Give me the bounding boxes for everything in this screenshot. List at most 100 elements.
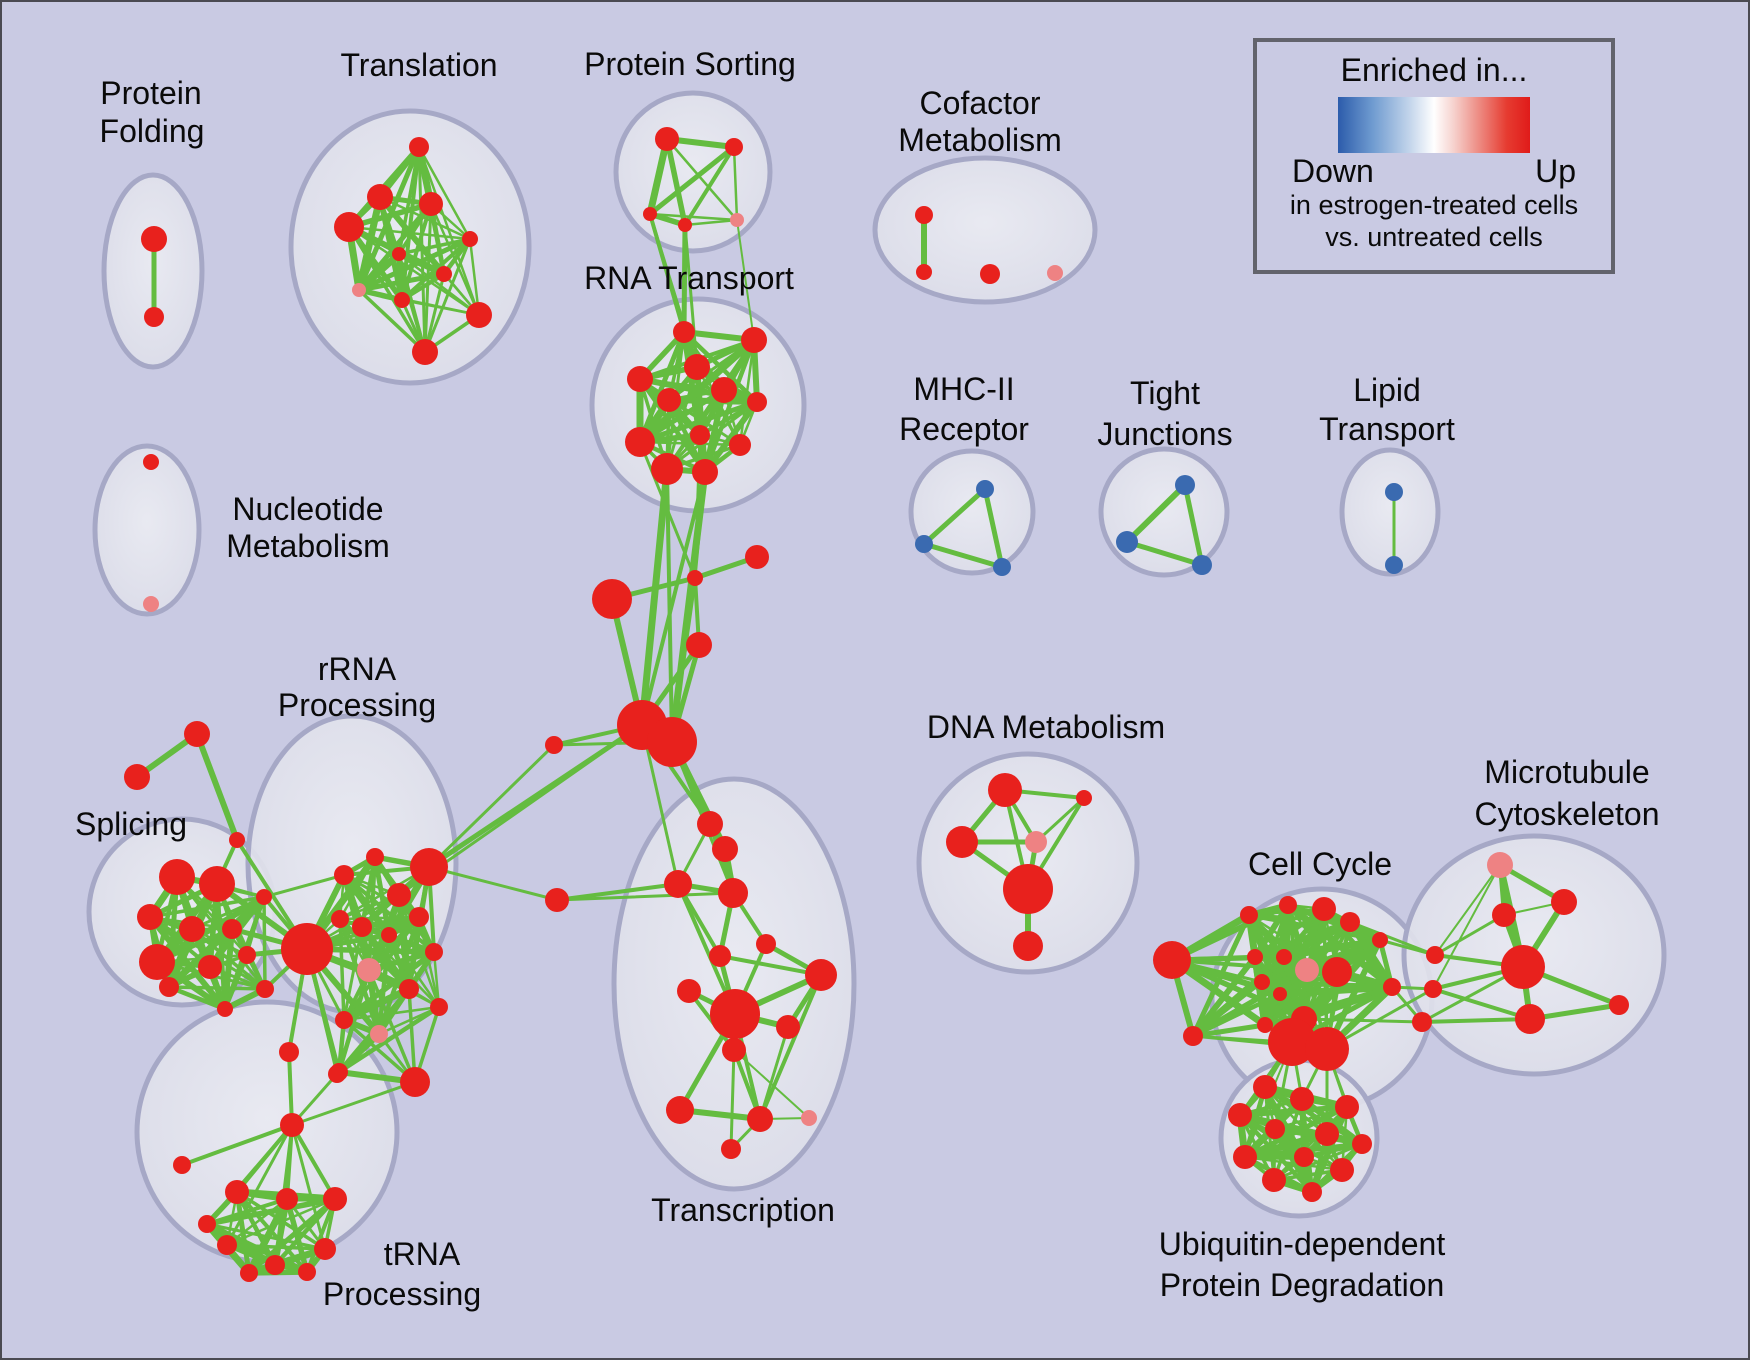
gene-set-node-tight-junctions-1[interactable] — [1116, 531, 1138, 553]
gene-set-node-ubiquitin-degradation-3[interactable] — [1228, 1103, 1252, 1127]
gene-set-node-connectors-6[interactable] — [545, 736, 563, 754]
edge-splicing[interactable] — [166, 984, 228, 1012]
gene-set-node-microtubule-cytoskeleton-8[interactable] — [1609, 995, 1629, 1015]
gene-set-node-trna-processing-8[interactable] — [298, 1263, 316, 1281]
gene-set-node-cell-cycle-2[interactable] — [1240, 906, 1258, 924]
gene-set-node-translation-0[interactable] — [409, 137, 429, 157]
inter-cluster-edge[interactable] — [194, 731, 240, 843]
gene-set-node-ubiquitin-degradation-11[interactable] — [1302, 1182, 1322, 1202]
edge-translation[interactable] — [347, 225, 427, 354]
edge-trna-processing[interactable] — [225, 1197, 337, 1247]
gene-set-node-splicing-7[interactable] — [159, 977, 179, 997]
edge-rna-transport[interactable] — [637, 376, 760, 405]
edge-trna-processing[interactable] — [305, 1197, 337, 1274]
gene-set-node-protein-sorting-0[interactable] — [655, 127, 679, 151]
gene-set-node-microtubule-cytoskeleton-2[interactable] — [1492, 903, 1516, 927]
gene-set-node-transcription-4[interactable] — [756, 934, 776, 954]
edge-mhc-ii-receptor[interactable] — [921, 486, 988, 547]
gene-set-node-microtubule-cytoskeleton-7[interactable] — [1515, 1004, 1545, 1034]
gene-set-node-mhc-ii-receptor-1[interactable] — [915, 535, 933, 553]
gene-set-node-rna-transport-2[interactable] — [684, 354, 710, 380]
gene-set-node-transcription-2[interactable] — [664, 870, 692, 898]
edge-rrna-processing[interactable] — [387, 933, 441, 1009]
gene-set-node-transcription-1[interactable] — [712, 836, 738, 862]
gene-set-node-connectors-3[interactable] — [686, 632, 712, 658]
edge-splicing[interactable] — [262, 895, 267, 991]
gene-set-node-protein-sorting-2[interactable] — [643, 207, 657, 221]
gene-set-node-cell-cycle-15[interactable] — [1305, 1027, 1349, 1071]
edge-microtubule-cytoskeleton[interactable] — [1434, 864, 1501, 956]
edge-transcription[interactable] — [758, 1025, 790, 1121]
gene-set-node-dna-metabolism-4[interactable] — [1003, 864, 1053, 914]
edge-splicing[interactable] — [148, 895, 266, 919]
gene-set-node-ubiquitin-degradation-1[interactable] — [1290, 1087, 1314, 1111]
edge-rrna-processing[interactable] — [397, 893, 441, 1009]
edge-rna-transport[interactable] — [702, 399, 760, 475]
edge-splicing[interactable] — [154, 894, 267, 965]
inter-cluster-edge[interactable] — [736, 219, 755, 341]
gene-set-node-lipid-transport-1[interactable] — [1385, 556, 1403, 574]
gene-set-node-cell-cycle-6[interactable] — [1247, 949, 1263, 965]
gene-set-node-tight-junctions-2[interactable] — [1192, 555, 1212, 575]
gene-set-node-cofactor-metabolism-3[interactable] — [1047, 265, 1063, 281]
edge-transcription[interactable] — [733, 1049, 810, 1119]
gene-set-node-cell-cycle-14[interactable] — [1268, 1018, 1316, 1066]
edge-rna-transport[interactable] — [637, 376, 708, 475]
inter-cluster-edge[interactable] — [427, 865, 559, 902]
gene-set-node-splicing-0[interactable] — [159, 859, 195, 895]
gene-set-node-dna-metabolism-1[interactable] — [946, 826, 978, 858]
edge-rna-transport[interactable] — [665, 400, 759, 471]
gene-set-node-rna-transport-6[interactable] — [747, 392, 767, 412]
gene-set-node-cell-cycle-7[interactable] — [1276, 949, 1292, 965]
gene-set-node-translation-7[interactable] — [352, 283, 366, 297]
gene-set-node-rrna-processing-9[interactable] — [331, 910, 349, 928]
edge-rrna-processing[interactable] — [342, 925, 364, 1022]
gene-set-node-splicing-satellite-1[interactable] — [124, 764, 150, 790]
edge-cell-cycle[interactable] — [1252, 902, 1291, 960]
gene-set-node-dna-metabolism-0[interactable] — [988, 773, 1022, 807]
gene-set-node-cell-cycle-9[interactable] — [1322, 957, 1352, 987]
edge-cell-cycle[interactable] — [1259, 937, 1383, 985]
gene-set-node-rrna-processing-1[interactable] — [334, 865, 354, 885]
edge-rrna-processing[interactable] — [376, 932, 392, 1037]
gene-set-node-connectors-5[interactable] — [647, 717, 697, 767]
gene-set-node-trna-processing-4[interactable] — [217, 1235, 237, 1255]
edge-rrna-processing[interactable] — [338, 917, 346, 1022]
edge-rrna-processing[interactable] — [367, 968, 417, 1084]
inter-cluster-edge[interactable] — [638, 465, 671, 729]
edge-transcription[interactable] — [718, 954, 823, 977]
edge-translation[interactable] — [400, 298, 481, 317]
gene-set-node-nucleotide-metabolism-1[interactable] — [143, 596, 159, 612]
gene-set-node-rrna-processing-0[interactable] — [281, 923, 333, 975]
gene-set-node-microtubule-cytoskeleton-4[interactable] — [1426, 946, 1444, 964]
edge-rna-transport[interactable] — [637, 329, 687, 445]
inter-cluster-edge[interactable] — [180, 1123, 294, 1167]
gene-set-node-splicing-5[interactable] — [256, 889, 272, 905]
gene-set-node-protein-sorting-3[interactable] — [678, 218, 692, 232]
edge-protein-sorting[interactable] — [732, 145, 739, 222]
gene-set-node-rrna-processing-7[interactable] — [381, 927, 397, 943]
edge-translation[interactable] — [355, 193, 384, 294]
gene-set-node-rrna-processing-2[interactable] — [366, 848, 384, 866]
edge-protein-sorting[interactable] — [646, 135, 671, 218]
edge-rrna-processing[interactable] — [336, 1004, 442, 1075]
gene-set-node-microtubule-cytoskeleton-6[interactable] — [1412, 1012, 1432, 1032]
gene-set-node-transcription-13[interactable] — [801, 1110, 817, 1126]
gene-set-node-transcription-12[interactable] — [747, 1106, 773, 1132]
inter-cluster-edge[interactable] — [670, 576, 697, 744]
edge-cell-cycle[interactable] — [1262, 937, 1383, 1028]
edge-protein-sorting[interactable] — [647, 144, 737, 217]
gene-set-node-tight-junctions-0[interactable] — [1175, 475, 1195, 495]
inter-cluster-edge[interactable] — [638, 440, 697, 580]
edge-translation[interactable] — [356, 271, 447, 293]
gene-set-node-ubiquitin-degradation-5[interactable] — [1315, 1122, 1339, 1146]
gene-set-node-rna-transport-7[interactable] — [625, 427, 655, 457]
edge-rna-transport[interactable] — [738, 338, 756, 447]
edge-trna-processing[interactable] — [225, 1243, 327, 1251]
gene-set-node-ubiquitin-degradation-2[interactable] — [1335, 1095, 1359, 1119]
edge-trna-processing[interactable] — [204, 1221, 310, 1275]
gene-set-node-rrna-processing-8[interactable] — [357, 958, 381, 982]
inter-cluster-edge[interactable] — [290, 1080, 417, 1127]
gene-set-node-splicing-8[interactable] — [198, 955, 222, 979]
inter-cluster-edge[interactable] — [290, 1123, 337, 1201]
